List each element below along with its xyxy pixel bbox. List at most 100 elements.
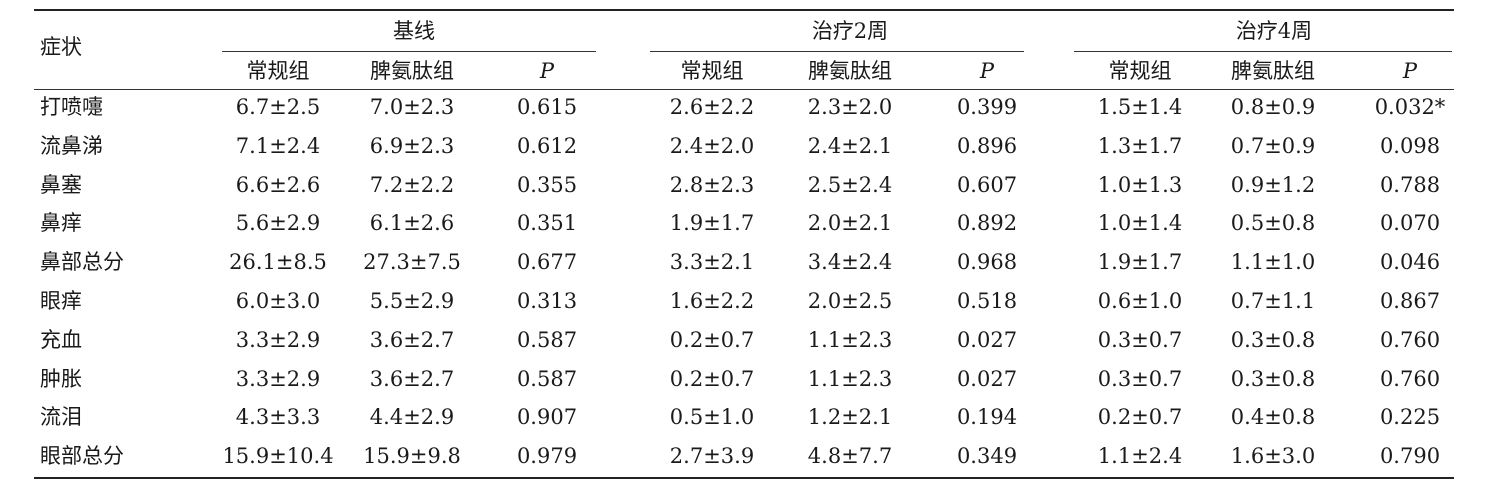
table-cell: 0.027 xyxy=(956,367,1018,391)
table-cell: 0.677 xyxy=(516,250,578,274)
row-label: 鼻痒 xyxy=(40,211,82,235)
table-cell: 3.6±2.7 xyxy=(369,328,455,352)
table-cell: 6.9±2.3 xyxy=(369,134,455,158)
table-cell: 0.3±0.8 xyxy=(1230,328,1316,352)
table-cell: 1.2±2.1 xyxy=(807,405,893,429)
table-cell: 5.5±2.9 xyxy=(369,289,455,313)
header-rule xyxy=(34,89,1454,90)
table-cell: 0.7±0.9 xyxy=(1230,134,1316,158)
table-cell: 0.351 xyxy=(516,211,578,235)
group-header-week2: 治疗2周 xyxy=(811,19,889,43)
table-cell: 1.6±3.0 xyxy=(1230,444,1316,468)
table-cell: 0.3±0.8 xyxy=(1230,367,1316,391)
subheader-treatment: 脾氨肽组 xyxy=(370,59,454,83)
table-cell: 0.194 xyxy=(956,405,1018,429)
table-cell: 27.3±7.5 xyxy=(363,250,461,274)
table-cell: 3.3±2.9 xyxy=(235,367,321,391)
table-cell: 3.4±2.4 xyxy=(807,250,893,274)
table-cell: 6.7±2.5 xyxy=(235,95,321,119)
table-cell: 2.0±2.5 xyxy=(807,289,893,313)
table-cell: 1.9±1.7 xyxy=(1097,250,1183,274)
table-cell: 0.225 xyxy=(1379,405,1441,429)
group-header-week4: 治疗4周 xyxy=(1235,19,1313,43)
table-cell: 2.6±2.2 xyxy=(669,95,755,119)
table-cell: 5.6±2.9 xyxy=(235,211,321,235)
table-cell: 0.790 xyxy=(1379,444,1441,468)
table-cell: 0.032* xyxy=(1374,95,1446,119)
table-cell: 2.0±2.1 xyxy=(807,211,893,235)
table-cell: 2.7±3.9 xyxy=(669,444,755,468)
table-cell: 0.3±0.7 xyxy=(1097,328,1183,352)
table-cell: 0.2±0.7 xyxy=(669,367,755,391)
table-cell: 0.4±0.8 xyxy=(1230,405,1316,429)
table-cell: 7.0±2.3 xyxy=(369,95,455,119)
table-cell: 1.0±1.4 xyxy=(1097,211,1183,235)
table-cell: 0.867 xyxy=(1379,289,1441,313)
table-cell: 4.4±2.9 xyxy=(369,405,455,429)
table-cell: 3.3±2.9 xyxy=(235,328,321,352)
table-cell: 7.1±2.4 xyxy=(235,134,321,158)
table-cell: 0.070 xyxy=(1379,211,1441,235)
table-cell: 0.7±1.1 xyxy=(1230,289,1316,313)
table-cell: 4.8±7.7 xyxy=(807,444,893,468)
group-underline-baseline xyxy=(222,51,596,52)
table-cell: 15.9±9.8 xyxy=(363,444,461,468)
table-cell: 2.4±2.1 xyxy=(807,134,893,158)
table-cell: 0.5±0.8 xyxy=(1230,211,1316,235)
table-cell: 1.1±2.3 xyxy=(807,367,893,391)
table-cell: 1.9±1.7 xyxy=(669,211,755,235)
table-cell: 0.615 xyxy=(516,95,578,119)
table-cell: 0.098 xyxy=(1379,134,1441,158)
table-cell: 1.1±2.3 xyxy=(807,328,893,352)
subheader-control: 常规组 xyxy=(680,59,744,83)
table-cell: 0.3±0.7 xyxy=(1097,367,1183,391)
row-label: 流鼻涕 xyxy=(40,134,103,158)
subheader-control: 常规组 xyxy=(246,59,310,83)
table-cell: 0.046 xyxy=(1379,250,1441,274)
row-label: 眼部总分 xyxy=(40,444,124,468)
table-cell: 0.896 xyxy=(956,134,1018,158)
row-label: 鼻塞 xyxy=(40,173,82,197)
table-cell: 1.0±1.3 xyxy=(1097,173,1183,197)
row-label: 充血 xyxy=(40,328,82,352)
table-cell: 15.9±10.4 xyxy=(222,444,334,468)
row-label: 流泪 xyxy=(40,405,82,429)
table-cell: 0.2±0.7 xyxy=(1097,405,1183,429)
table-cell: 1.5±1.4 xyxy=(1097,95,1183,119)
table-cell: 6.6±2.6 xyxy=(235,173,321,197)
row-label: 鼻部总分 xyxy=(40,250,124,274)
table-cell: 0.892 xyxy=(956,211,1018,235)
table-cell: 0.8±0.9 xyxy=(1230,95,1316,119)
table-top-rule xyxy=(34,9,1454,11)
subheader-p: P xyxy=(979,59,995,83)
subheader-control: 常规组 xyxy=(1108,59,1172,83)
table-cell: 1.1±1.0 xyxy=(1230,250,1316,274)
subheader-treatment: 脾氨肽组 xyxy=(808,59,892,83)
table-cell: 4.3±3.3 xyxy=(235,405,321,429)
table-cell: 0.612 xyxy=(516,134,578,158)
table-cell: 0.968 xyxy=(956,250,1018,274)
group-underline-week2 xyxy=(650,51,1024,52)
table-cell: 2.8±2.3 xyxy=(669,173,755,197)
row-label: 肿胀 xyxy=(40,367,82,391)
table-cell: 2.4±2.0 xyxy=(669,134,755,158)
table-cell: 6.0±3.0 xyxy=(235,289,321,313)
table-cell: 0.979 xyxy=(516,444,578,468)
table-cell: 2.5±2.4 xyxy=(807,173,893,197)
table-cell: 0.313 xyxy=(516,289,578,313)
table-cell: 0.6±1.0 xyxy=(1097,289,1183,313)
table-cell: 1.6±2.2 xyxy=(669,289,755,313)
table-cell: 0.399 xyxy=(956,95,1018,119)
table-cell: 0.2±0.7 xyxy=(669,328,755,352)
row-label: 打喷嚏 xyxy=(40,95,103,119)
group-header-baseline: 基线 xyxy=(393,19,435,43)
table-cell: 0.587 xyxy=(516,367,578,391)
table-cell: 6.1±2.6 xyxy=(369,211,455,235)
table-cell: 2.3±2.0 xyxy=(807,95,893,119)
subheader-p: P xyxy=(1402,59,1418,83)
table-cell: 0.518 xyxy=(956,289,1018,313)
subheader-treatment: 脾氨肽组 xyxy=(1231,59,1315,83)
group-underline-week4 xyxy=(1074,51,1452,52)
table-cell: 0.587 xyxy=(516,328,578,352)
table-cell: 1.3±1.7 xyxy=(1097,134,1183,158)
